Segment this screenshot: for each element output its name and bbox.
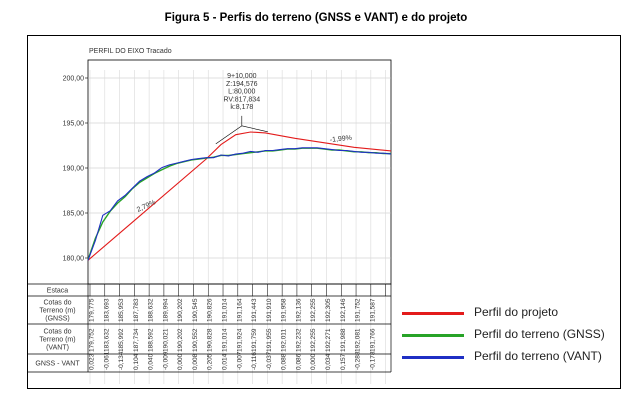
table-cell-gnss: 189,994 (162, 298, 169, 322)
y-tick-label: 200,00 (63, 76, 85, 83)
table-cell-gnss: 191,910 (266, 298, 273, 322)
table-cell-vant: 190,552 (192, 328, 199, 352)
table-cell-gnss: 179,775 (89, 298, 96, 322)
table-cell-vant: 191,955 (266, 328, 273, 352)
table-cell-vant: 183,632 (103, 328, 110, 352)
table-row-label: GNSS - VANT (35, 361, 80, 368)
table-row-label: (GNSS) (45, 316, 70, 323)
table-cell-vant: 192,011 (281, 329, 288, 352)
table-cell-vant: 192,255 (310, 328, 317, 352)
table-cell-gnss: 192,146 (340, 298, 347, 322)
table-cell-vant: 179,752 (89, 328, 96, 352)
table-cell-gnss: 191,752 (355, 298, 362, 322)
table-cell-gnss: 192,305 (325, 298, 332, 322)
table-cell-diff: -0,007 (236, 351, 243, 370)
legend-item-vant: Perfil do terreno (VANT) (402, 349, 622, 367)
table-cell-gnss: 191,443 (251, 298, 258, 322)
y-tick-label: 195,00 (63, 121, 85, 128)
table-cell-gnss: 192,255 (310, 298, 317, 322)
table-cell-gnss: 190,826 (207, 298, 214, 322)
table-cell-diff: 0,086 (295, 353, 302, 370)
table-cell-vant: 188,592 (148, 328, 155, 352)
table-row-label: Estaca (47, 288, 69, 295)
table-cell-vant: 191,924 (236, 328, 243, 352)
vc-label-line: 9+10,000 (227, 73, 256, 80)
vc-tangent-right (241, 125, 268, 133)
table-row-label: (VANT) (46, 345, 69, 352)
table-cell-diff: -0,037 (266, 351, 273, 370)
table-row-label: Cotas do (43, 329, 71, 336)
table-cell-gnss: 188,632 (148, 298, 155, 322)
table-cell-diff: 0,157 (340, 353, 347, 370)
table-cell-gnss: 190,545 (192, 298, 199, 322)
table-cell-diff: 0,000 (177, 353, 184, 370)
figure-frame (27, 35, 621, 389)
legend-item-projeto: Perfil do projeto (402, 305, 622, 323)
table-row-label: Terreno (m) (39, 337, 75, 344)
table-row-label: Terreno (m) (39, 308, 75, 315)
y-tick-label: 180,00 (63, 256, 85, 263)
y-tick-label: 190,00 (63, 166, 85, 173)
table-cell-diff: 0,008 (192, 353, 199, 370)
table-cell-vant: 191,766 (369, 328, 376, 352)
table-cell-vant: 190,021 (162, 328, 169, 352)
vc-label-line: RV:817,834 (224, 96, 261, 103)
table-cell-diff: 0,023 (89, 353, 96, 370)
legend-swatch-vant (402, 356, 464, 359)
table-cell-diff: -0,178 (369, 351, 376, 370)
table-cell-gnss: 185,953 (118, 298, 125, 322)
y-tick-label: 185,00 (63, 211, 85, 218)
table-cell-vant: 190,828 (207, 328, 214, 352)
table-cell-vant: 191,014 (222, 328, 229, 352)
table-cell-gnss: 191,014 (222, 298, 229, 322)
table-cell-gnss: 191,587 (369, 298, 376, 322)
table-cell-vant: 187,734 (133, 328, 140, 352)
legend-label-vant: Perfil do terreno (VANT) (474, 349, 602, 363)
legend-label-gnss: Perfil do terreno (GNSS) (474, 327, 605, 341)
table-cell-diff: -0,009 (162, 351, 169, 370)
table-cell-diff: 0,034 (325, 353, 332, 370)
series-vant (87, 147, 392, 261)
legend-swatch-projeto (402, 312, 464, 315)
table-cell-gnss: 187,783 (133, 298, 140, 322)
table-cell-vant: 185,992 (118, 328, 125, 352)
table-cell-gnss: 190,202 (177, 298, 184, 322)
table-cell-diff: -0,288 (355, 351, 362, 370)
vc-label-line: L:80,000 (228, 89, 255, 96)
figure-title: Figura 5 - Perfis do terreno (GNSS e VAN… (164, 12, 468, 24)
table-cell-diff: 0,014 (222, 353, 229, 370)
legend-label-projeto: Perfil do projeto (474, 305, 559, 319)
table-cell-diff: -0,061 (103, 351, 110, 370)
table-row-label: Cotas do (43, 300, 71, 307)
table-cell-diff: 0,104 (133, 353, 140, 370)
table-cell-gnss: 191,958 (281, 298, 288, 322)
table-cell-gnss: 183,693 (103, 298, 110, 322)
vc-tangent-left (215, 125, 242, 145)
table-cell-gnss: 191,164 (236, 298, 243, 322)
legend-swatch-gnss (402, 334, 464, 337)
table-cell-vant: 190,202 (177, 328, 184, 352)
table-cell-vant: 192,271 (325, 328, 332, 352)
table-cell-diff: 0,040 (148, 353, 155, 370)
vc-label-line: Z:194,576 (226, 81, 258, 88)
table-cell-vant: 192,081 (355, 328, 362, 352)
table-cell-diff: 0,205 (207, 353, 214, 370)
chart-title: PERFIL DO EIXO Tracado (89, 48, 172, 55)
legend-item-gnss: Perfil do terreno (GNSS) (402, 327, 622, 345)
table-cell-vant: 191,988 (340, 328, 347, 352)
grade-label-left: 2,79% (136, 199, 157, 214)
table-cell-vant: 192,232 (295, 328, 302, 352)
series-projeto (87, 131, 392, 261)
series-gnss (87, 147, 391, 261)
table-cell-diff: -0,134 (118, 351, 125, 370)
table-cell-vant: 191,759 (251, 328, 258, 352)
vc-label-line: k:8,178 (230, 104, 253, 111)
table-cell-diff: -0,116 (251, 352, 258, 370)
table-cell-diff: 0,088 (281, 353, 288, 370)
table-cell-diff: 0,000 (310, 353, 317, 370)
table-cell-gnss: 192,136 (295, 298, 302, 322)
grade-label-right: -1,99% (329, 135, 352, 144)
